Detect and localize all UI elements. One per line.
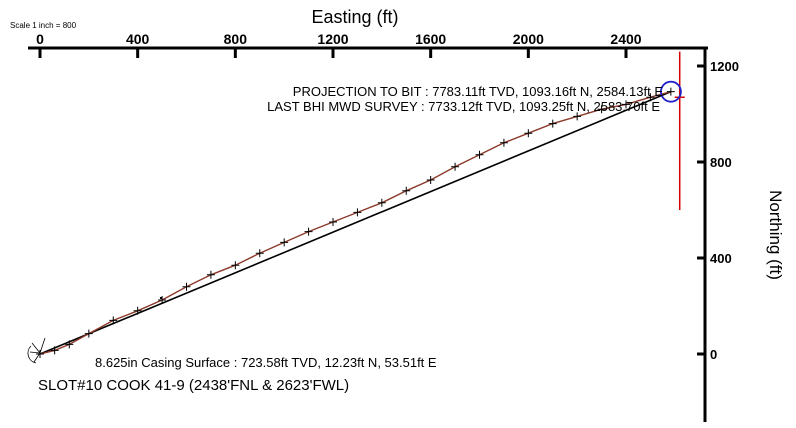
x-axis-ticks: 0 400 800 1200 1600 2000 2400 (36, 31, 642, 58)
survey-point (109, 316, 118, 325)
slot-symbol-icon (27, 337, 46, 364)
x-tick-label: 400 (126, 31, 150, 47)
survey-point (499, 138, 508, 147)
survey-point (50, 346, 59, 355)
survey-point (206, 270, 215, 279)
survey-point (36, 350, 44, 358)
survey-point (524, 129, 533, 138)
scale-note: Scale 1 inch = 800 (10, 21, 77, 30)
last-survey-label: LAST BHI MWD SURVEY : 7733.12ft TVD, 109… (267, 99, 660, 114)
survey-point (666, 87, 675, 96)
survey-point (451, 162, 460, 171)
x-axis-title: Easting (ft) (311, 7, 398, 27)
y-tick-label: 0 (710, 347, 717, 362)
survey-point (304, 227, 313, 236)
plot-marks (36, 51, 685, 358)
y-tick-label: 800 (710, 155, 732, 170)
y-axis-title: Northing (ft) (766, 190, 785, 280)
survey-point (231, 261, 240, 270)
survey-point (402, 186, 411, 195)
survey-point (548, 119, 557, 128)
x-tick-label: 800 (224, 31, 248, 47)
survey-point (475, 150, 484, 159)
x-tick-label: 2000 (513, 31, 544, 47)
survey-point (84, 329, 93, 338)
actual-survey-line (39, 90, 672, 355)
survey-point (622, 100, 630, 109)
y-axis-ticks: 1200 800 400 0 (697, 59, 739, 362)
slot-label: SLOT#10 COOK 41-9 (2438'FNL & 2623'FWL) (38, 377, 349, 394)
survey-point (255, 249, 264, 258)
x-tick-label: 1600 (415, 31, 446, 47)
bit-location-circle (660, 80, 682, 103)
survey-point (597, 105, 606, 114)
x-tick-label: 1200 (317, 31, 348, 47)
y-tick-label: 1200 (710, 59, 739, 74)
survey-point (329, 218, 337, 226)
survey-point (573, 112, 582, 121)
survey-point (353, 208, 362, 217)
survey-point (646, 93, 655, 102)
casing-label: 8.625in Casing Surface : 723.58ft TVD, 1… (95, 355, 437, 370)
survey-point (377, 198, 386, 207)
survey-point (280, 238, 289, 247)
survey-point (426, 176, 435, 184)
stray-marker (160, 297, 162, 299)
x-tick-label: 2400 (610, 31, 641, 47)
survey-point (158, 296, 167, 304)
y-tick-label: 400 (710, 251, 732, 266)
survey-point (65, 340, 74, 349)
projection-to-bit-label: PROJECTION TO BIT : 7783.11ft TVD, 1093.… (293, 84, 664, 99)
survey-point (182, 282, 191, 291)
planned-path-line (39, 90, 672, 355)
x-tick-label: 0 (36, 31, 44, 47)
survey-point (133, 306, 142, 315)
